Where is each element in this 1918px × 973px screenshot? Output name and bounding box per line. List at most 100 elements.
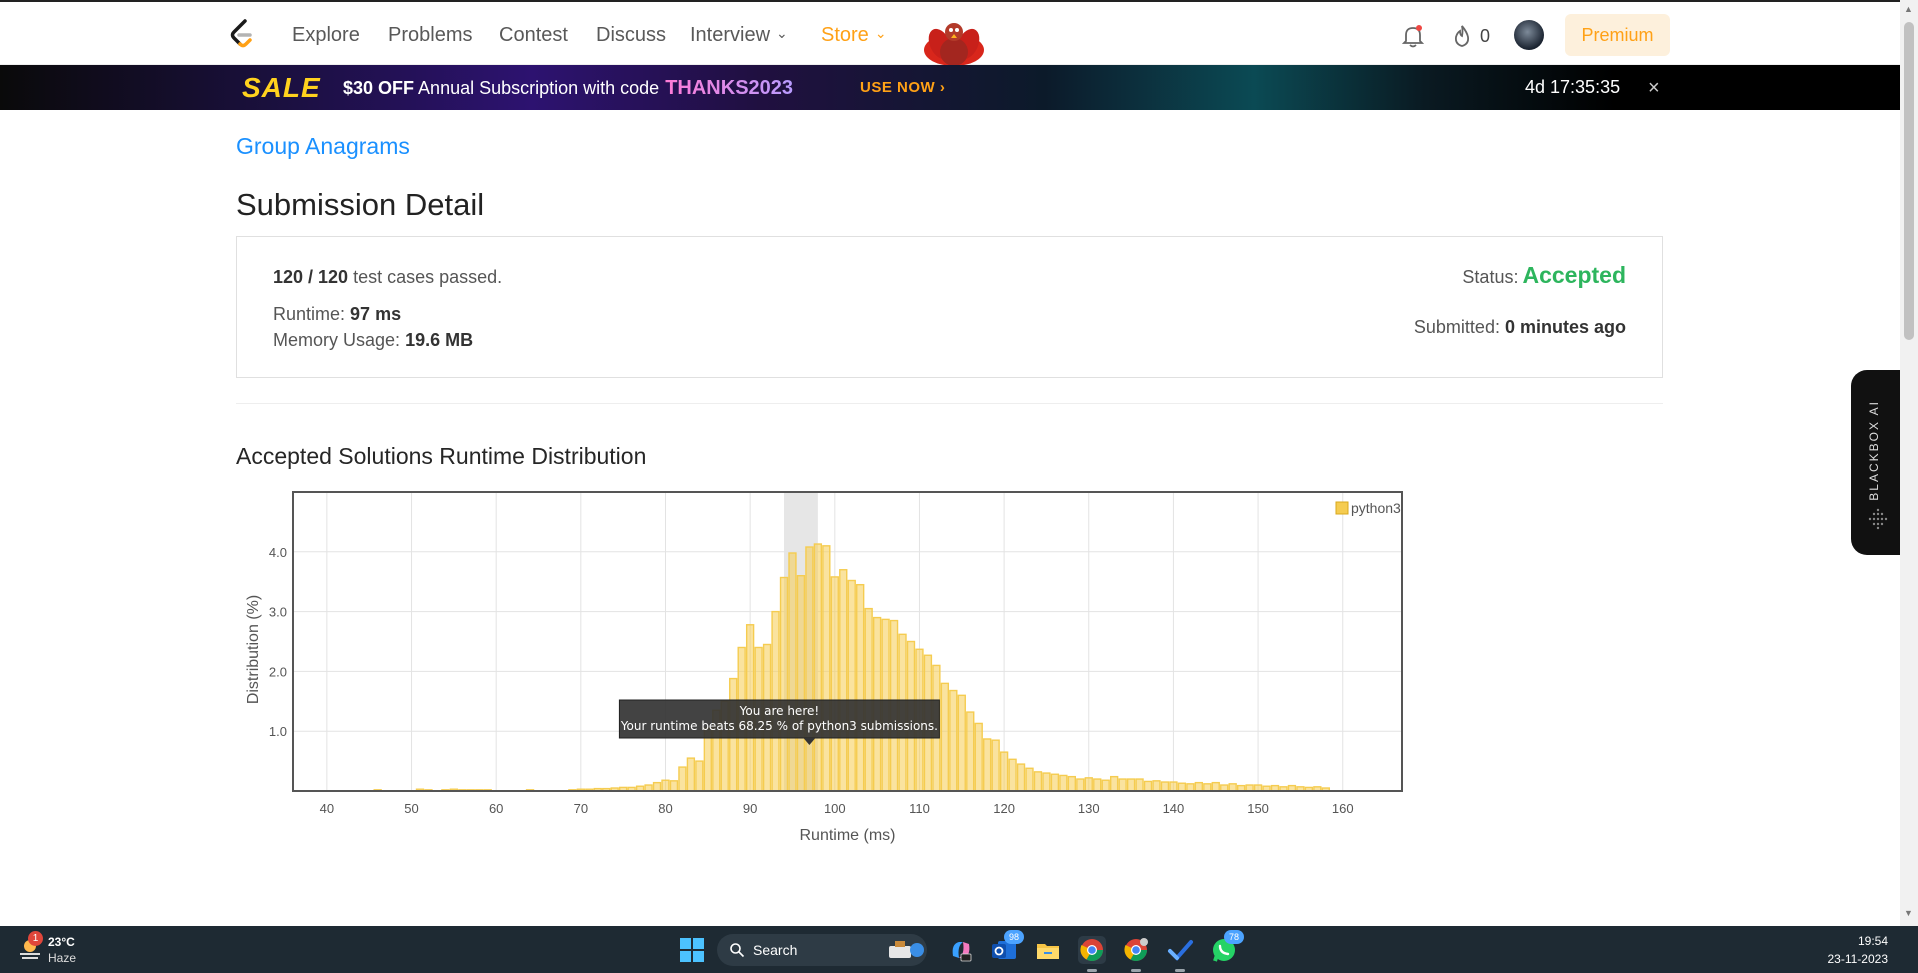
memory-row: Memory Usage: 19.6 MB [273,330,473,351]
bar [1042,772,1051,792]
passed-count: 120 / 120 [273,267,349,287]
premium-button[interactable]: Premium [1565,14,1670,56]
bar [1084,777,1093,792]
x-tick-label: 110 [909,801,930,816]
x-tick-label: 130 [1078,801,1100,816]
copilot-icon[interactable] [947,936,975,964]
weather-haze-icon[interactable] [16,936,44,962]
submitted-value: 0 minutes ago [1504,317,1626,337]
blackbox-ai-tab[interactable]: BLACKBOX AI [1851,370,1903,555]
bar [940,682,950,792]
status-row: Status: Accepted [1462,262,1626,289]
outlook-icon[interactable] [990,936,1018,964]
weather-temperature: 23°C [48,935,75,949]
bar [999,751,1009,792]
bar [966,711,975,792]
nav-store-label: Store [821,24,869,46]
open-app-indicator [1175,969,1185,972]
tooltip-text: Your runtime beats 68.25 % of python3 su… [620,719,938,733]
submission-detail-card: 120 / 120 test cases passed. Runtime: 97… [236,236,1663,378]
bar [1152,780,1161,792]
y-tick-label: 4.0 [269,545,287,560]
nav-problems[interactable]: Problems [388,24,473,46]
runtime-label: Runtime: [273,304,346,324]
scroll-down-icon[interactable]: ▼ [1904,908,1913,918]
avatar[interactable] [1514,20,1544,50]
chrome-profile-icon[interactable] [1122,936,1150,964]
close-icon[interactable]: × [1648,77,1660,99]
blackbox-ai-label: BLACKBOX AI [1867,400,1881,501]
legend-swatch [1335,501,1349,515]
whatsapp-icon[interactable] [1210,936,1238,964]
memory-label: Memory Usage: [273,330,401,350]
weather-condition: Haze [48,951,77,965]
tooltip-pointer [803,738,816,745]
scroll-thumb[interactable] [1904,22,1914,340]
nav-interview[interactable]: Interview ⌄ [690,24,788,47]
status-badge[interactable]: Accepted [1522,262,1626,288]
file-explorer-icon[interactable] [1034,936,1062,964]
bar [678,766,687,792]
weather-alert-badge: 1 [28,931,43,946]
distribution-title: Accepted Solutions Runtime Distribution [236,443,647,469]
bar [652,781,662,792]
x-tick-label: 160 [1332,801,1354,816]
tooltip-box [618,699,940,739]
bar [1169,781,1178,792]
outlook-badge: 98 [1004,930,1024,944]
status-label: Status: [1462,267,1519,287]
runtime-value: 97 ms [350,304,402,324]
y-tick-label: 1.0 [269,724,287,739]
bar [949,689,958,792]
bar [830,576,839,792]
test-cases-summary: 120 / 120 test cases passed. [273,267,502,288]
bar [796,575,806,792]
x-tick-label: 140 [1163,801,1185,816]
taskbar-search[interactable]: Search [717,934,927,966]
passed-text: test cases passed. [353,267,503,287]
page-scrollbar[interactable]: ▲ ▼ [1900,0,1918,926]
bar [1211,781,1220,792]
bar [779,576,789,792]
nav-discuss[interactable]: Discuss [596,24,667,46]
search-label: Search [753,942,798,958]
clock-date[interactable]: 23-11-2023 [1827,952,1889,966]
todo-icon[interactable] [1166,936,1194,964]
bar [1194,781,1203,792]
windows-taskbar: 1 23°C Haze Search 98 78 19:54 23-11-202… [0,926,1918,973]
submitted-label: Submitted: [1413,317,1500,337]
use-now-label: USE NOW [860,79,936,96]
bar [695,760,704,792]
x-tick-label: 70 [574,801,588,816]
bar [813,543,823,792]
chrome-active-icon[interactable] [1078,936,1106,964]
runtime-tooltip[interactable]: You are here!Your runtime beats 68.25 % … [618,699,940,745]
bar [1186,783,1195,792]
bar [822,545,831,792]
clock-time[interactable]: 19:54 [1857,934,1888,948]
problem-title-link[interactable]: Group Anagrams [236,133,410,159]
nav-store[interactable]: Store ⌄ [821,24,887,47]
top-navbar: Explore Problems Contest Discuss Intervi… [0,0,1900,71]
runtime-distribution-chart[interactable]: 40 50 60 70 80 90 100 110 120 130 140 150 160 1.0 2.0 3… [236,483,1666,923]
promo-offer-text: Annual Subscription with code [418,78,660,98]
nav-contest[interactable]: Contest [499,24,568,46]
nav-explore[interactable]: Explore [292,24,360,46]
bar [957,694,966,792]
y-tick-label: 3.0 [269,605,287,620]
bar [847,579,856,792]
windows-start-icon[interactable] [680,938,704,962]
x-axis-label: Runtime (ms) [799,827,895,844]
bar [686,757,696,792]
blackbox-logo-icon [1868,508,1888,530]
leetcode-logo[interactable] [228,18,256,50]
x-tick-label: 40 [320,801,334,816]
streak-fire-icon[interactable] [1451,24,1473,48]
y-tick-label: 2.0 [269,664,287,679]
scroll-up-icon[interactable]: ▲ [1904,4,1913,14]
notification-bell-icon[interactable] [1402,24,1424,48]
use-now-link[interactable]: USE NOW › [860,79,945,96]
x-tick-label: 100 [824,801,846,816]
promo-banner[interactable]: SALE $30 OFF Annual Subscription with co… [0,65,1900,110]
x-tick-label: 120 [993,801,1015,816]
